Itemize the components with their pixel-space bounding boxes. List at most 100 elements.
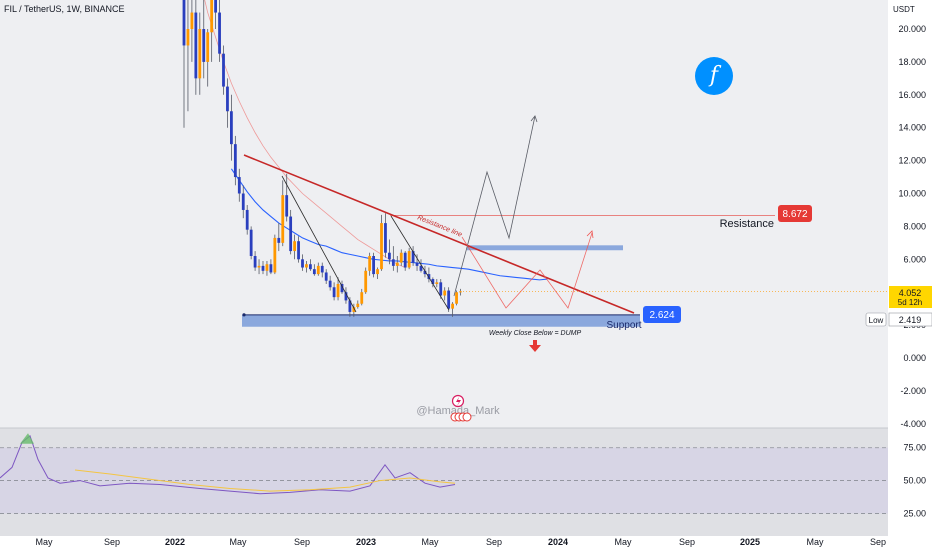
rsi-line [0, 435, 456, 495]
low-value-box [888, 312, 932, 327]
support-zone [242, 314, 640, 327]
candle-body [316, 265, 320, 275]
author-watermark: @Hamada_Mark [416, 405, 500, 417]
bull-projection-arrow [530, 115, 538, 123]
candle-body [368, 256, 372, 271]
candle-body [233, 144, 237, 178]
candle-body [320, 265, 324, 273]
low-tag [865, 312, 887, 327]
candle-body [194, 12, 198, 79]
candle-body [218, 12, 221, 54]
sma-line [204, 0, 406, 268]
candle-body [309, 264, 312, 270]
rsi-tick-label: 50.00 [903, 476, 926, 486]
candle-body [340, 283, 344, 293]
candle-body [190, 12, 194, 30]
candle-body [269, 264, 273, 273]
price-tick-label: 8.000 [903, 221, 926, 231]
current-price-badge [889, 286, 932, 308]
rsi-tick-label: 75.00 [903, 443, 926, 453]
price-tick-label: 16.000 [898, 90, 926, 100]
time-axis-label: Sep [870, 537, 886, 547]
price-scale-currency: USDT [893, 5, 915, 14]
candle-body [336, 283, 340, 298]
candle-body [324, 272, 328, 281]
candle-body [297, 241, 300, 260]
swing-line-2 [390, 215, 450, 311]
time-axis-label: May [35, 537, 53, 547]
candle-body [273, 237, 277, 273]
time-axis-background [0, 536, 888, 550]
candle-body [328, 280, 332, 288]
filecoin-logo: f [695, 57, 733, 95]
candle-body [206, 32, 210, 62]
candle-body [435, 282, 439, 284]
bull-projection-path [453, 115, 536, 297]
candle-body [253, 256, 257, 268]
candles-group [182, 0, 462, 317]
candle-body [427, 274, 431, 280]
price-tick-label: 14.000 [898, 123, 926, 133]
candle-body [186, 29, 190, 46]
candle-body [237, 177, 241, 194]
candle-body [348, 300, 352, 312]
candle-body [202, 29, 206, 62]
candle-body [403, 252, 407, 268]
time-axis-label: May [806, 537, 824, 547]
price-tick-label: 10.000 [898, 189, 926, 199]
resistance-badge [778, 205, 812, 222]
resistance-trendline [243, 154, 635, 314]
candle-body [360, 292, 364, 304]
time-axis-label: 2024 [548, 537, 568, 547]
candle-body [376, 269, 379, 275]
time-axis-label: May [421, 537, 439, 547]
time-axis-label: May [614, 537, 632, 547]
rsi-overbought-fill [20, 433, 34, 444]
candle-body [380, 223, 383, 270]
rsi-tick-label: 25.00 [903, 508, 926, 518]
price-tick-label: 0.000 [903, 353, 926, 363]
current-price-value: 4.052 [899, 288, 922, 298]
candle-body [257, 265, 261, 268]
time-axis-label: 2023 [356, 537, 376, 547]
dump-arrow [529, 340, 541, 352]
bar-countdown: 5d 12h [898, 298, 922, 307]
candle-body [451, 303, 454, 309]
time-axis-label: 2022 [165, 537, 185, 547]
candle-body [332, 287, 336, 298]
support-badge [643, 306, 681, 323]
price-pane-background [0, 0, 888, 428]
time-axis-label: Sep [486, 537, 502, 547]
rsi-ma-line [74, 469, 456, 492]
candle-body [301, 259, 304, 268]
candle-body [415, 262, 419, 266]
candle-body [182, 0, 186, 46]
candle-body [289, 216, 293, 252]
candle-body [344, 292, 348, 301]
candle-body [214, 0, 217, 13]
candle-body [265, 264, 269, 271]
candle-body [455, 292, 458, 304]
candle-body [312, 269, 316, 275]
candle-body [210, 0, 214, 33]
low-tag-label: Low [869, 316, 884, 325]
price-tick-label: 6.000 [903, 254, 926, 264]
support-line-anchor [242, 313, 246, 317]
support-badge-value: 2.624 [649, 310, 674, 321]
candle-body [391, 259, 395, 266]
candle-body [419, 265, 423, 271]
candle-body [459, 291, 462, 293]
candle-body [285, 195, 289, 217]
candle-body [399, 252, 403, 263]
candle-body [423, 270, 427, 275]
swing-line-1 [281, 175, 357, 313]
candle-body [277, 237, 281, 243]
bear-projection-arrow [586, 230, 594, 239]
candle-body [411, 251, 415, 263]
candle-body [439, 282, 443, 296]
candle-body [384, 223, 387, 253]
low-value: 2.419 [899, 315, 922, 325]
candle-body [261, 265, 265, 271]
